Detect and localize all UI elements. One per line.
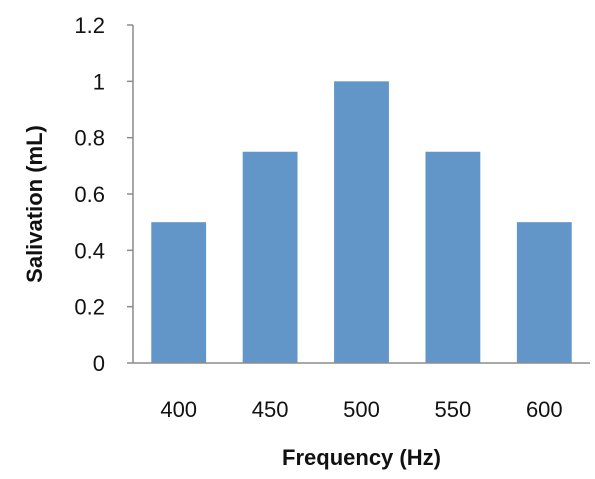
y-tick-label: 0.4 <box>74 238 105 263</box>
bar-400 <box>151 222 207 363</box>
x-tick-label: 400 <box>160 397 197 422</box>
y-tick-label: 0.6 <box>74 182 105 207</box>
bar-450 <box>242 151 298 363</box>
x-tick-label: 500 <box>343 397 380 422</box>
y-axis-title: Salivation (mL) <box>22 125 47 283</box>
x-axis-ticks: 400 450 500 550 600 <box>160 397 562 422</box>
y-tick-label: 1.2 <box>74 13 105 38</box>
bars <box>151 81 572 363</box>
x-tick-label: 450 <box>252 397 289 422</box>
x-tick-label: 550 <box>435 397 472 422</box>
y-tick-label: 0 <box>93 351 105 376</box>
y-tick-label: 0.8 <box>74 126 105 151</box>
bar-550 <box>425 151 481 363</box>
bar-500 <box>334 81 389 363</box>
bar-600 <box>516 222 572 363</box>
y-tick-label: 0.2 <box>74 295 105 320</box>
y-axis-ticks: 0 0.2 0.4 0.6 0.8 1 1.2 <box>74 13 133 376</box>
x-axis-title: Frequency (Hz) <box>282 445 441 470</box>
x-tick-label: 600 <box>526 397 563 422</box>
y-tick-label: 1 <box>93 69 105 94</box>
